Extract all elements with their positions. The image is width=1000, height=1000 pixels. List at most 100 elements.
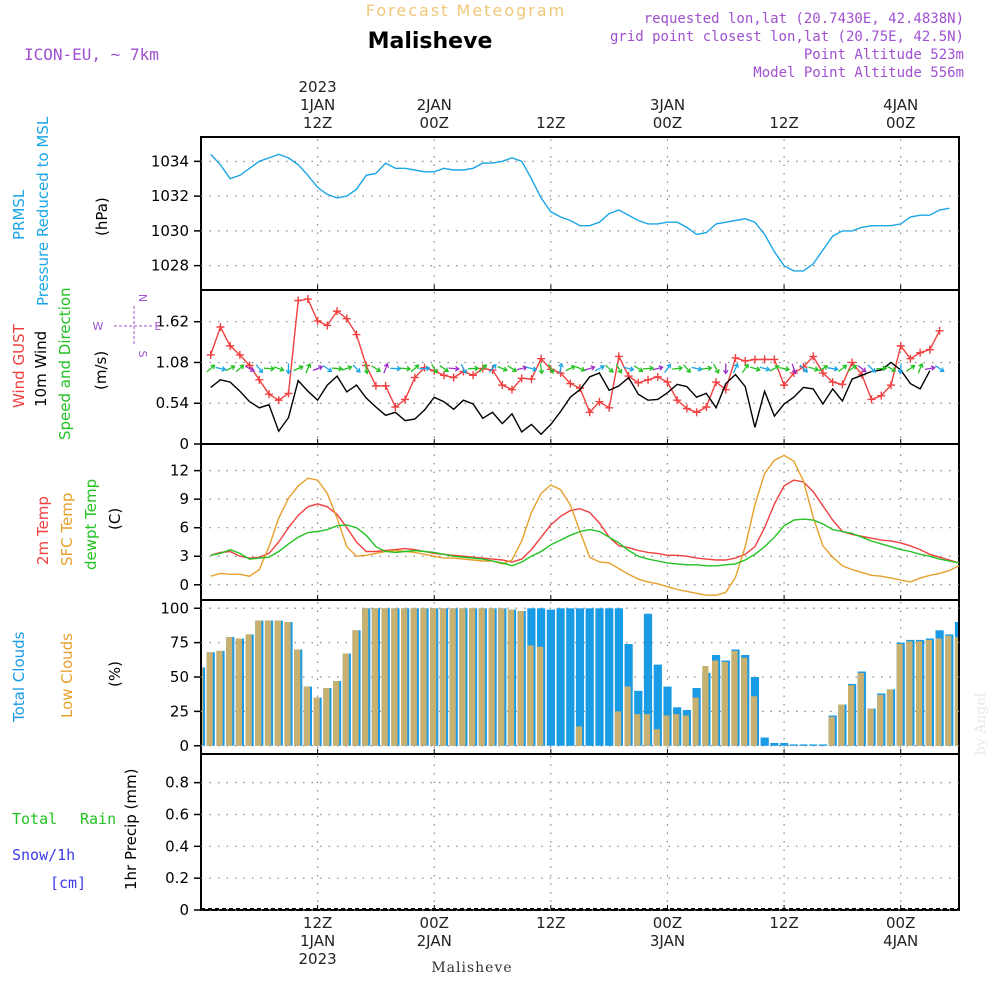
pressure-unit-label: (hPa) [93,197,111,236]
low-cloud-bar [692,697,699,746]
top-time-label: 1JAN [300,96,335,114]
gust-marker [206,350,215,359]
wind-direction-arrow [285,363,292,375]
gust-marker [653,372,662,381]
gust-marker [527,375,536,384]
series-line-prmsl [210,153,950,272]
wind-direction-label: Speed and Direction [56,287,74,440]
low-cloud-bar [741,657,748,746]
compass-label: S [136,351,149,358]
y-tick-label: 75 [170,634,189,652]
panel-clouds: 0 25 50 75 100 [160,599,960,755]
total-cloud-bar [614,608,623,746]
model-label: ICON-EU, ~ 7km [24,45,159,64]
gust-marker [663,378,672,387]
wind-direction-arrow [215,366,227,372]
wind-direction-arrow [847,364,858,372]
low-cloud-bar [954,637,958,746]
gust-marker [916,348,925,357]
wind-direction-arrow [604,364,614,373]
temp2m-label: 2m Temp [34,496,52,565]
panel-wind: 0 0.54 1.08 1.62 [156,289,960,453]
wind-direction-arrow [791,363,798,375]
gust-marker [906,354,915,363]
gust-marker [809,352,818,361]
wind-direction-arrow [341,365,353,371]
low-cloud-bar [828,716,835,746]
wind-compass: N S W E [93,294,162,358]
gust-marker [634,378,643,387]
compass-cross [114,306,154,346]
low-cloud-bar [925,639,932,746]
bottom-time-label: 2JAN [417,932,452,950]
gust-marker [886,381,895,390]
top-time-label: 2JAN [417,96,452,114]
low-cloud-bar [371,608,378,746]
gust-marker [488,366,497,375]
y-tick-label: 12 [170,462,189,480]
y-tick-label: 100 [160,599,189,617]
low-cloud-bar [838,704,845,746]
prmsl-label: PRMSL [10,189,28,240]
total-cloud-bar [760,737,769,746]
wind-direction-arrow [255,364,264,374]
gust-marker [284,389,293,398]
y-tick-label: 1.08 [156,353,189,371]
bottom-time-label: 00Z [420,914,449,932]
wind-direction-arrow [827,366,839,372]
low-cloud-bar [206,652,213,746]
gust-marker [226,341,235,350]
wind-direction-arrow [838,364,848,373]
top-time-label: 3JAN [650,96,685,114]
y-tick-label: 50 [170,668,189,686]
y-tick-label: 6 [179,519,189,537]
wind-direction-arrow [615,363,623,374]
total-label: Total [12,810,57,828]
gust-marker [274,396,283,405]
gust-marker [391,403,400,412]
y-tick-label: 0 [179,435,189,453]
wind-direction-arrow [759,366,771,372]
low-cloud-bar [712,660,719,746]
total-cloud-bar [789,744,798,746]
bottom-time-label: 12Z [303,914,332,932]
low-cloud-bar [702,666,709,746]
super-title: Forecast Meteogram [366,1,566,20]
y-tick-label: 0.4 [165,837,189,855]
wind-direction-arrow [431,363,438,374]
gust-marker [265,390,274,399]
bottom-time-label: 3JAN [650,932,685,950]
low-cloud-bar [352,630,359,746]
compass-label: W [93,320,104,333]
low-cloud-bar [401,608,408,746]
bottom-time-label: 1JAN [300,932,335,950]
gust-marker [537,354,546,363]
total-cloud-bar [556,608,565,746]
wind-direction-arrow [769,365,780,372]
total-cloud-bar [799,744,808,746]
bottom-time-label: 12Z [769,914,798,932]
y-tick-label: 1.62 [156,313,189,331]
compass-label: E [155,320,162,333]
gust-marker [576,384,584,393]
y-tick-label: 1028 [151,257,189,275]
wind-direction-arrow [633,365,644,372]
wind-direction-arrow [623,366,635,372]
gust-marker [255,375,264,384]
wind-direction-arrow [713,363,720,374]
low-cloud-bar [527,645,534,746]
low-cloud-bar [323,688,330,746]
bottom-time-label: 00Z [653,914,682,932]
total-cloud-bar [653,664,662,746]
wind-direction-arrow [886,365,897,372]
low-cloud-bar [750,696,757,746]
wind-direction-arrow [741,363,749,373]
wind-direction-arrow [799,364,809,373]
low-cloud-bar [867,708,874,746]
low-cloud-bar [245,634,252,746]
wind-direction-arrow [584,365,596,371]
wind-direction-arrow [642,365,655,372]
gust-marker [517,374,526,383]
gust-marker [780,381,789,390]
